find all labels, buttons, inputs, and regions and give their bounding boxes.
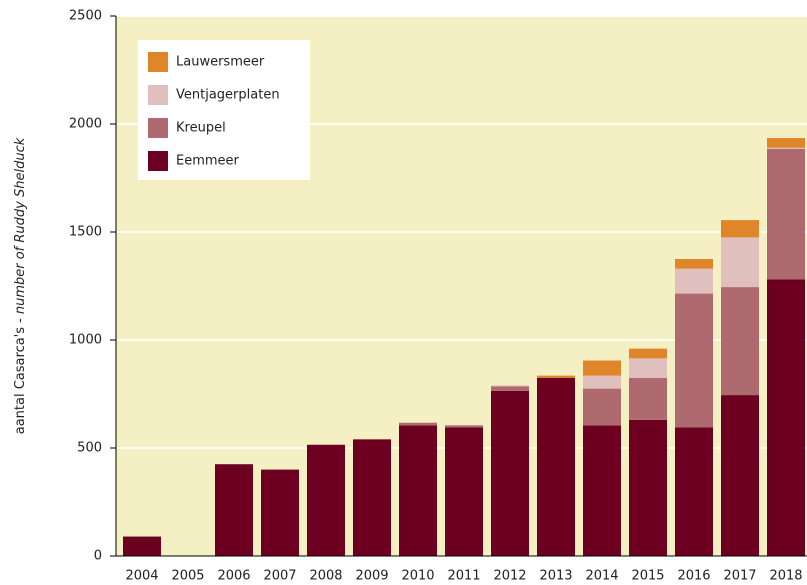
- bar-segment: [767, 148, 805, 280]
- bar-segment: [583, 375, 621, 389]
- legend-label: Kreupel: [176, 121, 226, 136]
- y-tick-label: 0: [94, 549, 102, 564]
- bar-segment: [445, 427, 483, 556]
- bar-segment: [767, 138, 805, 148]
- bar-segment: [721, 395, 759, 556]
- y-tick-label: 1000: [69, 333, 102, 348]
- bar-segment: [583, 425, 621, 556]
- bar-segment: [721, 220, 759, 238]
- x-tick-label: 2017: [723, 569, 756, 584]
- legend-swatch: [148, 151, 168, 171]
- x-tick-label: 2006: [217, 569, 250, 584]
- bar-segment: [629, 348, 667, 359]
- bar-segment: [721, 287, 759, 396]
- x-tick-label: 2016: [677, 569, 710, 584]
- y-label-part: number of Ruddy Shelduck: [13, 137, 28, 314]
- bar-segment: [445, 425, 483, 428]
- x-tick-label: 2014: [585, 569, 618, 584]
- x-tick-label: 2015: [631, 569, 664, 584]
- x-tick-label: 2018: [769, 569, 802, 584]
- bar-segment: [307, 444, 345, 556]
- y-tick-label: 2500: [69, 9, 102, 24]
- y-tick-label: 500: [77, 441, 102, 456]
- legend-label: Lauwersmeer: [176, 55, 265, 70]
- bar-segment: [353, 439, 391, 556]
- bar-segment: [629, 377, 667, 420]
- x-tick-label: 2004: [125, 569, 158, 584]
- bar-segment: [215, 464, 253, 556]
- y-tick-label: 1500: [69, 225, 102, 240]
- legend-label: Eemmeer: [176, 154, 240, 169]
- bar-segment: [123, 536, 161, 556]
- bar-segment: [399, 422, 437, 426]
- bar-segment: [491, 385, 529, 387]
- bar-segment: [767, 279, 805, 556]
- x-tick-label: 2005: [171, 569, 204, 584]
- x-tick-label: 2011: [447, 569, 480, 584]
- bar-segment: [767, 147, 805, 149]
- x-tick-label: 2007: [263, 569, 296, 584]
- y-tick-label: 2000: [69, 117, 102, 132]
- legend-swatch: [148, 85, 168, 105]
- x-tick-label: 2012: [493, 569, 526, 584]
- x-tick-label: 2010: [401, 569, 434, 584]
- x-tick-label: 2008: [309, 569, 342, 584]
- bar-segment: [629, 419, 667, 556]
- bar-segment: [721, 237, 759, 288]
- bar-segment: [583, 360, 621, 376]
- bar-segment: [675, 293, 713, 428]
- bar-segment: [537, 377, 575, 556]
- bar-segment: [675, 427, 713, 556]
- bar-segment: [629, 358, 667, 378]
- bar-segment: [583, 388, 621, 426]
- legend-swatch: [148, 52, 168, 72]
- bar-segment: [261, 469, 299, 556]
- bar-segment: [491, 390, 529, 556]
- bar-segment: [537, 375, 575, 378]
- bar-segment: [675, 268, 713, 294]
- y-label-part: aantal Casarca's -: [13, 318, 28, 434]
- bar-segment: [399, 425, 437, 556]
- bar-segment: [675, 259, 713, 269]
- x-tick-label: 2009: [355, 569, 388, 584]
- legend-label: Ventjagerplaten: [176, 88, 280, 103]
- bar-segment: [491, 386, 529, 391]
- y-axis-label: aantal Casarca's - number of Ruddy Sheldu…: [13, 137, 28, 434]
- x-tick-label: 2013: [539, 569, 572, 584]
- legend-swatch: [148, 118, 168, 138]
